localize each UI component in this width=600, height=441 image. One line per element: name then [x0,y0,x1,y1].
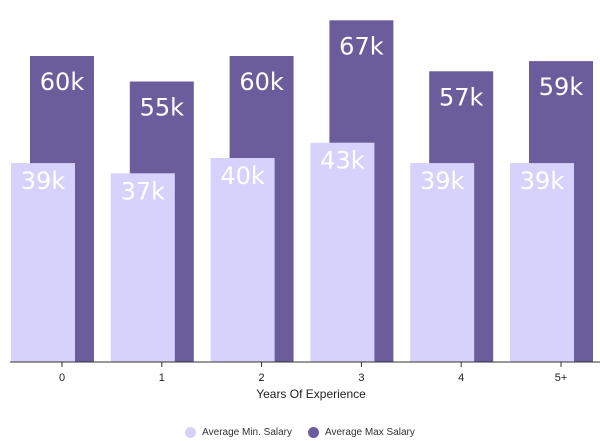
min-salary-bar [11,163,75,362]
legend-swatch-max [308,426,319,438]
legend-swatch-min [185,426,197,438]
legend-item-max: Average Max Salary [308,426,415,438]
max-salary-label: 57k [439,83,484,111]
x-tick-label: 1 [159,372,165,384]
min-salary-label: 39k [420,167,465,195]
x-tick-label: 3 [358,372,364,384]
x-tick-label: 0 [59,372,65,384]
max-salary-label: 55k [140,94,185,122]
min-salary-label: 43k [320,147,365,175]
max-salary-label: 67k [339,32,384,60]
max-salary-label: 59k [539,73,584,101]
min-salary-label: 39k [520,167,565,195]
x-tick-label: 2 [259,372,265,384]
legend-label-min: Average Min. Salary [202,426,292,438]
legend-label-max: Average Max Salary [325,426,415,438]
legend-item-min: Average Min. Salary [185,426,292,438]
min-salary-bar [310,142,375,362]
min-salary-bar [110,173,175,362]
x-axis-title: Years Of Experience [256,387,366,401]
max-salary-label: 60k [239,68,284,96]
min-salary-bar [210,158,275,362]
min-salary-label: 37k [121,177,166,205]
min-salary-label: 39k [21,167,66,195]
min-salary-label: 40k [220,162,265,190]
min-salary-bar [510,163,574,362]
x-axis-ticks: 0 1 2 3 4 5+ [59,362,567,384]
chart-legend: Average Min. Salary Average Max Salary [0,424,600,440]
max-salary-label: 60k [40,68,85,96]
x-tick-label: 4 [458,372,464,384]
min-salary-bars: 39k 37k 40k 43k 39k 39k [11,142,574,362]
min-salary-bar [410,163,475,362]
x-tick-label: 5+ [555,372,568,384]
